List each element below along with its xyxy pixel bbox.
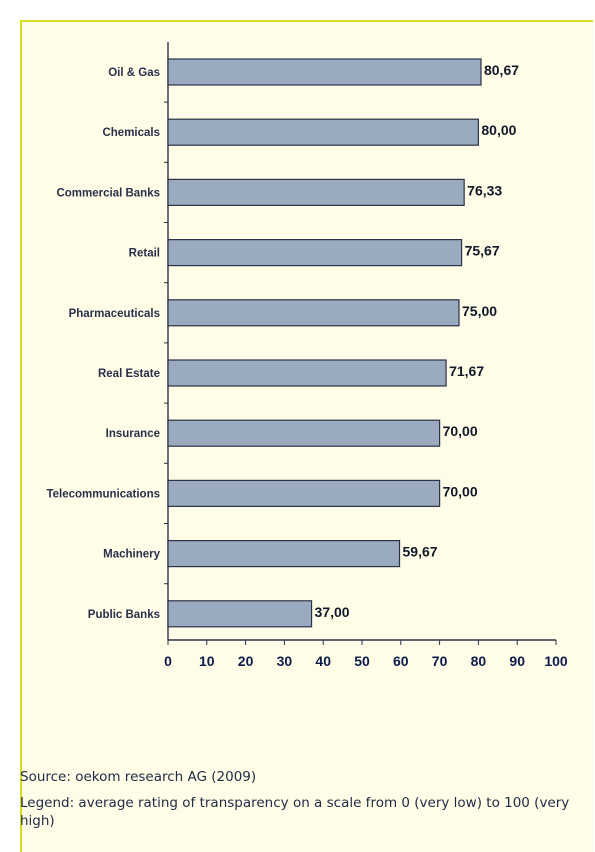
x-tick-label: 30 xyxy=(277,653,293,669)
category-label: Commercial Banks xyxy=(56,187,160,199)
bar xyxy=(167,118,479,146)
x-tick-label: 60 xyxy=(393,653,409,669)
category-label: Pharmaceuticals xyxy=(69,308,160,320)
bar xyxy=(167,419,441,447)
x-tick-label: 20 xyxy=(238,653,254,669)
value-label: 70,00 xyxy=(443,483,478,499)
x-tick-label: 80 xyxy=(471,653,487,669)
value-label: 37,00 xyxy=(315,604,350,620)
value-label: 75,00 xyxy=(462,303,497,319)
x-tick-label: 0 xyxy=(164,653,172,669)
x-tick-label: 70 xyxy=(432,653,448,669)
category-label: Real Estate xyxy=(98,368,160,380)
value-label: 76,33 xyxy=(467,182,502,198)
x-tick-label: 40 xyxy=(315,653,331,669)
category-label: Chemicals xyxy=(102,127,160,139)
x-tick-label: 50 xyxy=(354,653,370,669)
value-label: 70,00 xyxy=(443,423,478,439)
category-label: Machinery xyxy=(103,549,160,561)
value-label: 59,67 xyxy=(403,544,438,560)
bar xyxy=(167,58,482,86)
category-label: Telecommunications xyxy=(46,488,160,500)
category-label: Public Banks xyxy=(88,609,160,621)
x-tick-label: 10 xyxy=(199,653,215,669)
bar xyxy=(167,299,460,327)
bar-chart: 0 10 20 30 40 50 60 70 80 90 100 Oil & Gas 80,67 Chem… xyxy=(46,42,568,669)
bar xyxy=(167,178,465,206)
x-tick-label: 90 xyxy=(509,653,525,669)
bar xyxy=(167,479,441,507)
category-label: Insurance xyxy=(106,428,160,440)
source-note: Source: oekom research AG (2009) xyxy=(20,769,257,785)
value-label: 71,67 xyxy=(449,363,484,379)
value-label: 80,67 xyxy=(484,62,519,78)
category-label: Retail xyxy=(129,248,160,260)
bar xyxy=(167,239,463,267)
legend-note: Legend: average rating of transparency o… xyxy=(20,795,570,829)
value-label: 80,00 xyxy=(481,122,516,138)
bar xyxy=(167,600,313,628)
value-label: 75,67 xyxy=(465,243,500,259)
x-tick-label: 100 xyxy=(544,653,568,669)
category-label: Oil & Gas xyxy=(108,67,160,79)
bar xyxy=(167,539,401,568)
bar xyxy=(167,359,447,387)
